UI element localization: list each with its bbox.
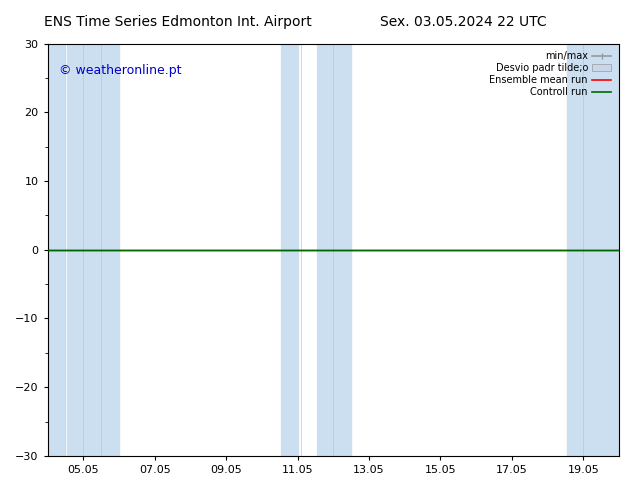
- Text: ENS Time Series Edmonton Int. Airport: ENS Time Series Edmonton Int. Airport: [44, 15, 311, 29]
- Bar: [48, 44, 63, 456]
- Text: Sex. 03.05.2024 22 UTC: Sex. 03.05.2024 22 UTC: [380, 15, 546, 29]
- Bar: [281, 44, 297, 456]
- Text: © weatheronline.pt: © weatheronline.pt: [59, 64, 181, 77]
- Bar: [67, 44, 119, 456]
- Bar: [567, 44, 619, 456]
- Legend: min/max, Desvio padr tilde;o, Ensemble mean run, Controll run: min/max, Desvio padr tilde;o, Ensemble m…: [486, 49, 614, 100]
- Bar: [317, 44, 351, 456]
